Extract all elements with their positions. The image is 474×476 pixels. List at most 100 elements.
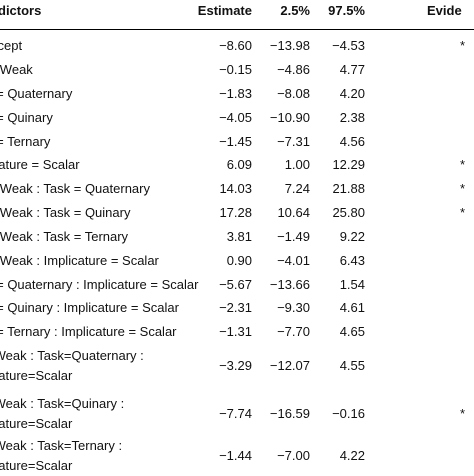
predictor-label: k = Quinary	[0, 110, 53, 125]
lower-ci-cell: −4.86	[277, 62, 310, 77]
predictor-label: licature=Scalar	[0, 458, 73, 473]
estimate-cell: 6.09	[226, 157, 252, 172]
evidence-cell: *	[460, 205, 466, 220]
upper-ci-cell: 25.80	[332, 205, 365, 220]
header-evidence: Evide	[427, 3, 462, 18]
table-row: = Weak : Task = Quaternary 14.03 7.24 21.88…	[0, 179, 474, 199]
table-row: =Weak : Task=Ternary : licature=Scalar −1.…	[0, 436, 474, 476]
upper-ci-cell: 2.38	[339, 110, 365, 125]
lower-ci-cell: −7.31	[277, 134, 310, 149]
upper-ci-cell: 1.54	[339, 277, 365, 292]
header-lower-ci: 2.5%	[280, 3, 310, 18]
table-row: k = Quaternary −1.83 −8.08 4.20	[0, 84, 474, 104]
estimate-cell: 14.03	[219, 181, 252, 196]
predictor-cell: k = Ternary : Implicature = Scalar	[0, 322, 177, 342]
table-row: k = Quaternary : Implicature = Scalar −5.…	[0, 275, 474, 295]
predictor-label: =Weak : Task=Quaternary :	[0, 348, 144, 363]
predictor-label: = Weak	[0, 62, 33, 77]
predictor-cell: =Weak : Task=Quinary : licature=Scalar	[0, 394, 124, 434]
predictor-label: licature=Scalar	[0, 368, 73, 383]
table-row: = Weak : Implicature = Scalar 0.90 −4.01 6.…	[0, 251, 474, 271]
estimate-cell: −4.05	[219, 110, 252, 125]
estimate-cell: −2.31	[219, 300, 252, 315]
predictor-label: k = Ternary	[0, 134, 51, 149]
upper-ci-cell: −0.16	[332, 406, 365, 421]
predictor-label: = Weak : Implicature = Scalar	[0, 253, 159, 268]
upper-ci-cell: 4.22	[339, 448, 365, 463]
evidence-cell: *	[460, 38, 466, 53]
predictor-cell: = Weak : Task = Quaternary	[0, 179, 150, 199]
predictor-cell: k = Ternary	[0, 132, 50, 152]
table-row: k = Ternary : Implicature = Scalar −1.31 −…	[0, 322, 474, 342]
estimate-cell: −3.29	[219, 358, 252, 373]
lower-ci-cell: −13.66	[269, 277, 310, 292]
predictor-cell: = Weak : Task = Ternary	[0, 227, 128, 247]
table-row: = Weak : Task = Quinary 17.28 10.64 25.80 *	[0, 203, 474, 223]
predictor-cell: k = Quaternary	[0, 84, 72, 104]
table-row: licature = Scalar 6.09 1.00 12.29 *	[0, 155, 474, 175]
predictor-cell: ercept	[0, 36, 22, 56]
predictor-label: =Weak : Task=Ternary :	[0, 438, 123, 453]
predictor-cell: = Weak : Implicature = Scalar	[0, 251, 159, 271]
upper-ci-cell: 4.65	[339, 324, 365, 339]
table-row: =Weak : Task=Quinary : licature=Scalar −7.…	[0, 394, 474, 434]
header-predictors: dictors	[0, 3, 42, 18]
predictor-cell: =Weak : Task=Ternary : licature=Scalar	[0, 436, 122, 476]
predictor-label: ercept	[0, 38, 23, 53]
header-estimate: Estimate	[197, 3, 252, 18]
lower-ci-cell: −4.01	[277, 253, 310, 268]
estimate-cell: −7.74	[219, 406, 252, 421]
upper-ci-cell: 4.61	[339, 300, 365, 315]
lower-ci-cell: −16.59	[269, 406, 310, 421]
estimate-cell: −5.67	[219, 277, 252, 292]
lower-ci-cell: −1.49	[277, 229, 310, 244]
estimate-cell: 3.81	[226, 229, 252, 244]
predictor-cell: k = Quinary	[0, 108, 53, 128]
table-row: ercept −8.60 −13.98 −4.53 *	[0, 36, 474, 56]
upper-ci-cell: −4.53	[332, 38, 365, 53]
lower-ci-cell: −13.98	[269, 38, 310, 53]
table-row: = Weak : Task = Ternary 3.81 −1.49 9.22	[0, 227, 474, 247]
predictor-label: =Weak : Task=Quinary :	[0, 396, 125, 411]
lower-ci-cell: −7.00	[277, 448, 310, 463]
estimate-cell: −0.15	[219, 62, 252, 77]
upper-ci-cell: 6.43	[339, 253, 365, 268]
lower-ci-cell: −8.08	[277, 86, 310, 101]
predictor-label: k = Quaternary : Implicature = Scalar	[0, 277, 199, 292]
estimate-cell: −1.45	[219, 134, 252, 149]
upper-ci-cell: 21.88	[332, 181, 365, 196]
estimate-cell: 17.28	[219, 205, 252, 220]
predictor-cell: k = Quinary : Implicature = Scalar	[0, 298, 179, 318]
table-row: k = Ternary −1.45 −7.31 4.56	[0, 132, 474, 152]
predictor-label: k = Ternary : Implicature = Scalar	[0, 324, 177, 339]
upper-ci-cell: 12.29	[332, 157, 365, 172]
header-rule	[0, 29, 474, 30]
predictor-label: k = Quinary : Implicature = Scalar	[0, 300, 179, 315]
predictor-cell: = Weak : Task = Quinary	[0, 203, 130, 223]
estimate-cell: −1.44	[219, 448, 252, 463]
predictor-label: = Weak : Task = Ternary	[0, 229, 129, 244]
predictor-cell: = Weak	[0, 60, 33, 80]
estimate-cell: −8.60	[219, 38, 252, 53]
estimate-cell: 0.90	[226, 253, 252, 268]
lower-ci-cell: 7.24	[284, 181, 310, 196]
table-row: k = Quinary −4.05 −10.90 2.38	[0, 108, 474, 128]
predictor-cell: k = Quaternary : Implicature = Scalar	[0, 275, 198, 295]
table-row: = Weak −0.15 −4.86 4.77	[0, 60, 474, 80]
predictor-label: k = Quaternary	[0, 86, 73, 101]
upper-ci-cell: 9.22	[339, 229, 365, 244]
table-row: k = Quinary : Implicature = Scalar −2.31 −…	[0, 298, 474, 318]
evidence-cell: *	[460, 157, 466, 172]
predictor-label: = Weak : Task = Quaternary	[0, 181, 150, 196]
lower-ci-cell: −7.70	[277, 324, 310, 339]
lower-ci-cell: 1.00	[284, 157, 310, 172]
table-row: =Weak : Task=Quaternary : licature=Scalar…	[0, 346, 474, 386]
evidence-cell: *	[460, 406, 466, 421]
estimate-cell: −1.83	[219, 86, 252, 101]
header-upper-ci: 97.5%	[328, 3, 365, 18]
predictor-cell: licature = Scalar	[0, 155, 80, 175]
predictor-label: licature=Scalar	[0, 416, 73, 431]
upper-ci-cell: 4.77	[339, 62, 365, 77]
upper-ci-cell: 4.55	[339, 358, 365, 373]
